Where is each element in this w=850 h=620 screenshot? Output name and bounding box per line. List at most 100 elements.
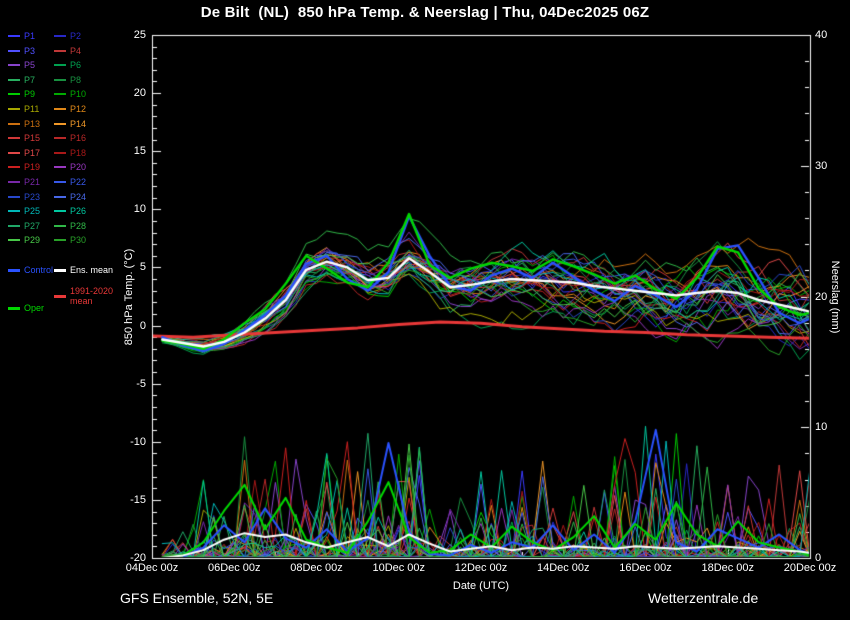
legend-label: P1 <box>24 31 36 41</box>
y-left-tick-label: -10 <box>130 435 146 448</box>
legend-color-dash-icon <box>54 137 66 140</box>
legend-item-p17: P17 <box>8 147 40 159</box>
legend-label: P12 <box>70 104 87 114</box>
legend-item-p8: P8 <box>54 74 81 86</box>
legend-color-dash-icon <box>54 93 66 96</box>
legend-label: P27 <box>24 220 41 231</box>
legend-color-dash-icon <box>54 49 66 52</box>
legend-color-dash-icon <box>54 78 66 81</box>
legend-label: P15 <box>24 133 41 144</box>
legend-color-dash-icon <box>54 195 66 198</box>
legend-item-p21: P21 <box>8 176 40 188</box>
legend-color-dash-icon <box>54 210 66 213</box>
legend-color-dash-icon <box>8 78 20 81</box>
legend-item-p25: P25 <box>8 205 40 217</box>
legend-color-dash-icon <box>8 64 20 67</box>
legend-item-p7: P7 <box>8 74 35 86</box>
y-left-tick-label: -5 <box>136 377 146 390</box>
y-left-tick-label: 5 <box>139 261 146 274</box>
legend-color-dash-icon <box>8 137 20 140</box>
legend-label: P5 <box>24 60 36 71</box>
legend-color-dash-icon <box>54 64 66 67</box>
x-tick-label: 18Dec 00z <box>701 562 755 574</box>
legend-label: P29 <box>24 235 41 246</box>
legend-label: P30 <box>70 235 87 246</box>
legend-label: P18 <box>70 147 87 158</box>
x-tick-label: 04Dec 00z <box>125 562 179 574</box>
legend-item-p9: P9 <box>8 88 35 100</box>
legend-label: P7 <box>24 74 36 85</box>
y-right-tick-label: 10 <box>815 421 828 434</box>
legend-label: P4 <box>70 45 82 56</box>
x-tick-label: 14Dec 00z <box>536 562 590 574</box>
legend-color-dash-icon <box>54 151 66 154</box>
y-left-tick-label: -20 <box>130 552 146 564</box>
x-tick-label: 10Dec 00z <box>372 562 426 574</box>
legend-color-dash-icon <box>54 166 66 169</box>
legend-label: Oper <box>24 303 45 313</box>
legend-label: P8 <box>70 74 82 85</box>
legend-label: P20 <box>70 162 87 173</box>
x-tick-label: 06Dec 00z <box>207 562 261 574</box>
legend-item-p16: P16 <box>54 132 86 144</box>
x-tick-label: 20Dec 00z <box>783 562 837 574</box>
x-axis-title: Date (UTC) <box>452 580 510 592</box>
legend-color-dash-icon <box>54 108 66 110</box>
legend-color-dash-icon <box>54 35 66 37</box>
legend-color-dash-icon <box>54 294 66 298</box>
y-right-tick-label: 30 <box>815 159 828 172</box>
legend-item-p30: P30 <box>54 234 86 246</box>
legend-label: P25 <box>24 206 41 217</box>
legend-label: P17 <box>24 147 41 158</box>
legend-color-dash-icon <box>8 210 20 213</box>
legend-label: Ens. mean <box>70 265 114 275</box>
legend-item-p24: P24 <box>54 191 86 203</box>
legend-item-p10: P10 <box>54 88 86 100</box>
legend-label: P11 <box>24 104 40 114</box>
legend-item-p5: P5 <box>8 59 35 71</box>
y-right-tick-label: 20 <box>815 290 828 303</box>
legend-label: P19 <box>24 162 41 173</box>
chart-title: De Bilt (NL) 850 hPa Temp. & Neerslag | … <box>200 4 650 21</box>
legend-label: P2 <box>70 31 82 41</box>
legend-item-p6: P6 <box>54 59 81 71</box>
legend-color-dash-icon <box>8 306 20 310</box>
legend-item-p22: P22 <box>54 176 86 188</box>
legend-item-p1: P1 <box>8 30 35 42</box>
legend-item-p12: P12 <box>54 103 86 115</box>
legend-item-ens-mean: Ens. mean <box>54 264 113 276</box>
y-right-tick-label: 0 <box>815 552 822 564</box>
legend-color-dash-icon <box>8 151 20 154</box>
legend-label: Control <box>24 265 54 275</box>
legend-item-p13: P13 <box>8 118 40 130</box>
legend-item-p14: P14 <box>54 118 86 130</box>
legend-item-p4: P4 <box>54 45 81 57</box>
legend-label: P21 <box>24 177 41 187</box>
legend-item-p2: P2 <box>54 30 81 42</box>
legend: P1 P2 P3 P4 P5 P6 P7 P8 P9 P10 P11 P12 P13 P14 P15 P16 P… <box>8 30 150 330</box>
y-left-tick-label: 25 <box>133 29 146 41</box>
legend-label: P24 <box>70 191 87 202</box>
x-tick-label: 12Dec 00z <box>454 562 508 574</box>
y-right-tick-label: 40 <box>815 29 828 41</box>
legend-label: P22 <box>70 177 87 187</box>
legend-item-p19: P19 <box>8 161 40 173</box>
legend-item-p23: P23 <box>8 191 40 203</box>
legend-item-climate-mean: 1991-2020 mean <box>54 286 113 306</box>
model-footer-label: GFS Ensemble, 52N, 5E <box>120 590 274 606</box>
legend-item-p18: P18 <box>54 147 86 159</box>
y-left-tick-label: -15 <box>130 493 146 506</box>
legend-color-dash-icon <box>8 181 20 183</box>
legend-label: P9 <box>24 89 36 100</box>
legend-item-p28: P28 <box>54 220 86 232</box>
legend-label: P16 <box>70 133 87 144</box>
legend-color-dash-icon <box>8 49 20 52</box>
legend-item-p11: P11 <box>8 103 39 115</box>
legend-label: P28 <box>70 220 87 231</box>
x-tick-label: 16Dec 00z <box>619 562 672 574</box>
legend-item-p3: P3 <box>8 45 35 57</box>
legend-color-dash-icon <box>8 93 20 96</box>
legend-color-dash-icon <box>8 35 20 37</box>
x-tick-label: 08Dec 00z <box>290 562 343 574</box>
